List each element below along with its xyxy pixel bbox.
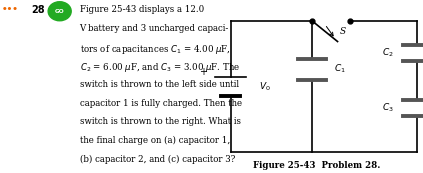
Circle shape (48, 2, 71, 21)
Text: $C_2$: $C_2$ (382, 47, 394, 59)
Text: $C_3$: $C_3$ (382, 102, 394, 114)
Text: $C_1$: $C_1$ (334, 63, 346, 75)
Text: S: S (340, 27, 346, 36)
Text: Figure 25-43 displays a 12.0: Figure 25-43 displays a 12.0 (80, 5, 204, 14)
Text: tors of capacitances $C_1$ = 4.00 $\mu$F,: tors of capacitances $C_1$ = 4.00 $\mu$F… (80, 43, 231, 56)
Text: Figure 25-43  Problem 28.: Figure 25-43 Problem 28. (253, 161, 380, 170)
Text: V battery and 3 uncharged capaci-: V battery and 3 uncharged capaci- (80, 24, 229, 33)
Text: capacitor 1 is fully charged. Then the: capacitor 1 is fully charged. Then the (80, 99, 242, 108)
Text: the final charge on (a) capacitor 1,: the final charge on (a) capacitor 1, (80, 136, 230, 145)
Text: $C_2$ = 6.00 $\mu$F, and $C_3$ = 3.00 $\mu$F. The: $C_2$ = 6.00 $\mu$F, and $C_3$ = 3.00 $\… (80, 61, 240, 74)
Text: +: + (199, 67, 207, 77)
Text: GO: GO (55, 9, 64, 14)
Text: 28: 28 (31, 5, 45, 15)
Text: (b) capacitor 2, and (c) capacitor 3?: (b) capacitor 2, and (c) capacitor 3? (80, 155, 235, 164)
Text: •••: ••• (2, 5, 19, 14)
Text: $V_0$: $V_0$ (259, 80, 271, 93)
Text: switch is thrown to the left side until: switch is thrown to the left side until (80, 80, 239, 89)
Text: switch is thrown to the right. What is: switch is thrown to the right. What is (80, 117, 241, 126)
